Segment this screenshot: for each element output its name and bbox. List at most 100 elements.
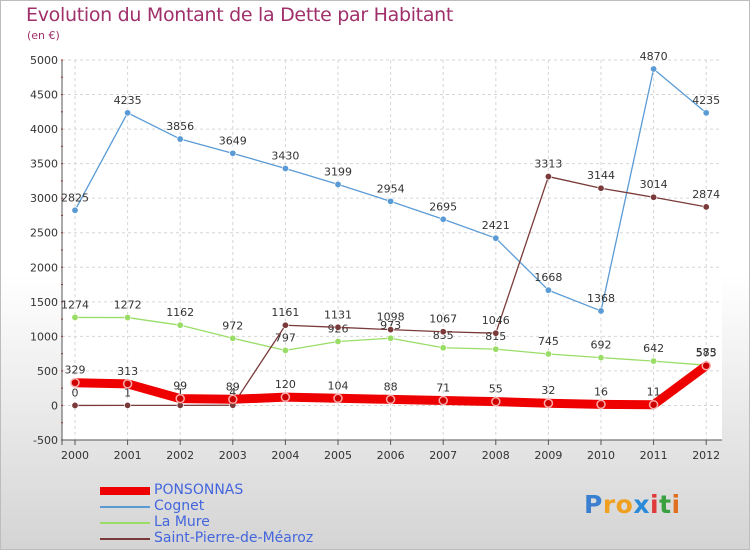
data-label: 89 (226, 380, 240, 393)
logo-letter: P (584, 490, 603, 519)
data-label: 3144 (587, 169, 615, 182)
data-label: 972 (222, 319, 243, 332)
data-label: 3313 (534, 158, 562, 171)
legend-label: Saint-Pierre-de-Méaroz (154, 530, 314, 546)
legend-swatch (100, 506, 150, 508)
data-point (124, 314, 132, 322)
legend-item: Cognet (100, 498, 360, 514)
data-point (492, 234, 500, 242)
data-label: 1368 (587, 292, 615, 305)
x-tick-label: 2009 (534, 449, 562, 462)
y-tick-label: 5000 (30, 54, 58, 67)
data-point (71, 401, 79, 409)
data-label: 1274 (61, 298, 89, 311)
y-tick-label: -500 (33, 434, 58, 447)
x-tick-label: 2008 (482, 449, 510, 462)
logo-letter: t (659, 490, 672, 519)
data-point (385, 394, 396, 405)
y-tick-label: 3000 (30, 192, 58, 205)
data-label: 4235 (692, 94, 720, 107)
data-label: 1272 (114, 299, 142, 312)
data-label: 1162 (166, 306, 194, 319)
logo-letter: o (615, 490, 634, 519)
logo-letter: x (633, 490, 650, 519)
x-tick-label: 2012 (692, 449, 720, 462)
legend-label: Cognet (154, 498, 205, 514)
legend-swatch (100, 538, 150, 540)
y-tick-label: 4000 (30, 123, 58, 136)
y-tick-label: 500 (37, 365, 58, 378)
data-label: 2874 (692, 188, 720, 201)
data-point (597, 184, 605, 192)
data-point (438, 395, 448, 406)
data-label: 71 (436, 382, 450, 395)
data-label: 642 (643, 342, 664, 355)
data-label: 1668 (534, 271, 562, 284)
data-point (281, 321, 289, 329)
data-label: 32 (541, 384, 555, 397)
logo-letter: i (671, 490, 681, 519)
data-label: 4235 (114, 94, 142, 107)
data-point (280, 392, 291, 402)
data-point (71, 313, 79, 321)
data-label: 3649 (219, 134, 247, 147)
x-tick-label: 2004 (271, 449, 299, 462)
data-point (492, 329, 500, 337)
data-point (650, 357, 658, 365)
data-point (387, 334, 395, 342)
data-point (334, 323, 342, 331)
data-point (544, 350, 552, 358)
data-label: 88 (384, 380, 398, 393)
data-label: 4870 (640, 50, 668, 63)
data-point (439, 344, 447, 352)
data-label: 3856 (166, 120, 194, 133)
data-label: 1098 (377, 311, 405, 324)
y-tick-label: 4500 (30, 89, 58, 102)
data-label: 329 (65, 364, 86, 377)
x-tick-label: 2006 (377, 449, 405, 462)
data-point (334, 180, 342, 188)
data-point (491, 396, 501, 407)
data-point (544, 286, 552, 294)
data-point (281, 164, 289, 172)
data-label: 3014 (640, 178, 668, 191)
y-tick-label: 0 (51, 399, 58, 412)
legend-label: PONSONNAS (154, 482, 244, 498)
data-label: 2695 (429, 200, 457, 213)
data-point (597, 354, 605, 362)
data-point (596, 399, 606, 410)
legend-swatch (100, 522, 150, 524)
data-point (387, 197, 395, 205)
x-tick-label: 2007 (429, 449, 457, 462)
legend-label: La Mure (154, 514, 210, 530)
data-label: 120 (275, 378, 296, 391)
proxiti-logo: Proxiti (584, 490, 681, 519)
y-tick-label: 1500 (30, 296, 58, 309)
chart-title: Evolution du Montant de la Dette par Hab… (26, 4, 454, 26)
data-label: 1131 (324, 308, 352, 321)
data-point (439, 215, 447, 223)
data-label: 2421 (482, 219, 510, 232)
data-point (176, 135, 184, 143)
data-point (492, 345, 500, 353)
data-point (544, 173, 552, 181)
data-label: 575 (696, 347, 717, 360)
x-tick-label: 2010 (587, 449, 615, 462)
x-tick-label: 2000 (61, 449, 89, 462)
legend-item: Saint-Pierre-de-Méaroz (100, 530, 360, 546)
data-point (281, 346, 289, 354)
data-point (228, 394, 238, 405)
logo-letter: i (650, 490, 660, 519)
data-point (387, 326, 395, 334)
data-point (122, 379, 133, 389)
x-tick-label: 2005 (324, 449, 352, 462)
data-label: 1 (124, 386, 131, 399)
data-point (334, 337, 342, 345)
y-tick-label: 2000 (30, 261, 58, 274)
data-label: 2954 (377, 182, 405, 195)
data-point (701, 360, 711, 371)
data-label: 0 (72, 386, 79, 399)
data-label: 55 (489, 383, 503, 396)
data-label: 3430 (271, 149, 299, 162)
